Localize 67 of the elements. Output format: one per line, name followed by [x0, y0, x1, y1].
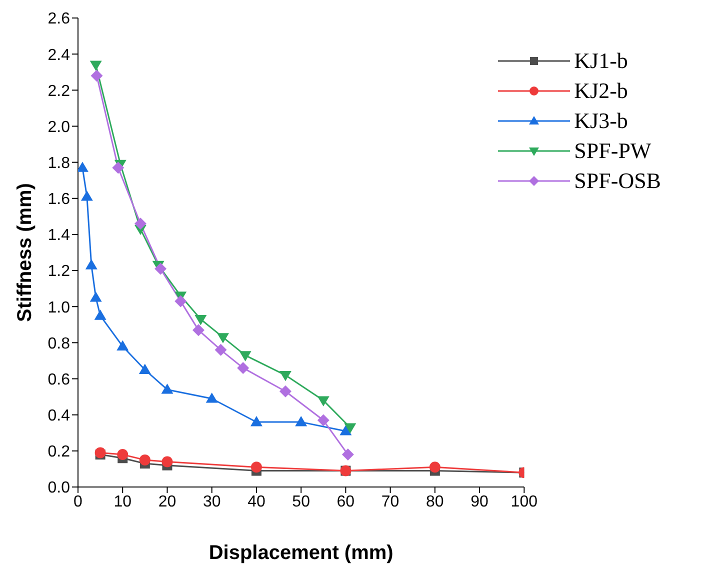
y-tick-label: 0.0 [48, 480, 70, 497]
point [154, 262, 167, 275]
point [80, 190, 93, 201]
point [250, 416, 262, 426]
point [116, 340, 129, 350]
point [279, 370, 292, 382]
x-tick-label: 60 [336, 493, 355, 510]
x-tick-label: 40 [248, 493, 266, 510]
legend-label: SPF-OSB [574, 168, 661, 194]
point [138, 364, 151, 374]
y-tick-label: 2.0 [48, 118, 70, 136]
legend-label: KJ3-b [574, 108, 628, 134]
point [295, 416, 308, 426]
point [174, 295, 187, 308]
y-tick-label: 0.4 [48, 408, 70, 425]
point [239, 351, 252, 362]
y-tick-label: 1.4 [48, 227, 70, 244]
point [279, 385, 292, 398]
y-axis-title: Stiffness (mm) [14, 183, 36, 322]
point [194, 315, 207, 326]
y-tick-label: 2.2 [48, 82, 70, 100]
point [214, 344, 227, 356]
x-axis-title: Displacement (mm) [208, 542, 394, 564]
y-tick-label: 1.2 [48, 263, 70, 280]
point [217, 333, 229, 344]
y-tick-label: 2.6 [48, 10, 70, 28]
point [317, 396, 330, 406]
y-tick-label: 1.6 [48, 191, 70, 208]
point [317, 414, 330, 426]
point [90, 60, 102, 71]
point [112, 162, 124, 174]
y-tick-label: 1.8 [48, 154, 70, 172]
legend-label: SPF-PW [574, 138, 652, 164]
point [94, 310, 106, 320]
y-tick-label: 0.8 [48, 335, 70, 352]
point [250, 462, 262, 473]
x-tick-label: 20 [158, 493, 176, 510]
x-tick-label: 100 [510, 493, 538, 510]
x-tick-label: 10 [114, 493, 132, 510]
point [237, 362, 250, 374]
point [340, 425, 352, 436]
point [429, 462, 440, 473]
point [90, 292, 102, 302]
x-tick-label: 30 [202, 493, 221, 510]
point [192, 324, 204, 336]
x-tick-label: 0 [74, 493, 83, 510]
point [117, 449, 128, 460]
x-tick-label: 90 [470, 493, 489, 510]
x-tick-label: 70 [381, 493, 400, 510]
y-tick-label: 2.4 [48, 46, 70, 64]
point [94, 447, 106, 458]
y-tick-label: 1.0 [48, 299, 70, 316]
legend-label: KJ2-b [574, 78, 628, 104]
y-tick-label: 0.2 [48, 444, 70, 461]
point [85, 259, 98, 270]
point [134, 218, 146, 230]
point [342, 448, 354, 461]
point [344, 423, 356, 434]
legend-label: KJ1-b [574, 48, 628, 74]
point [139, 454, 150, 466]
point [206, 392, 218, 403]
point [161, 384, 174, 394]
y-tick-label: 0.6 [48, 371, 70, 388]
point [90, 70, 103, 82]
point [162, 456, 173, 468]
x-tick-label: 50 [292, 493, 310, 510]
x-tick-label: 80 [426, 493, 444, 510]
